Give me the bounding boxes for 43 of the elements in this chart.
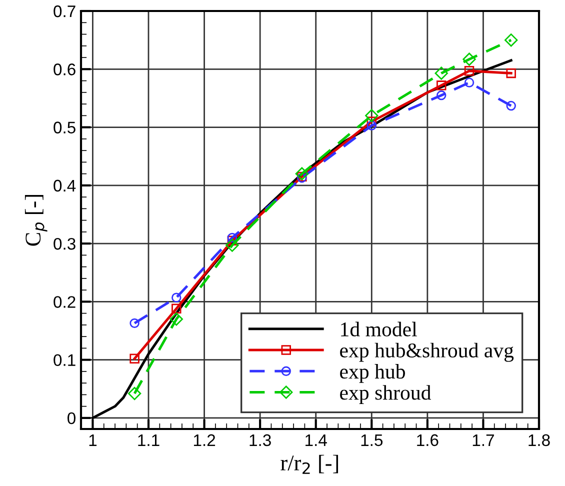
- x-tick-label: 1: [89, 434, 97, 446]
- x-tick-label: 1.7: [472, 434, 494, 446]
- point: [504, 33, 518, 47]
- x-tick-label: 1.5: [361, 434, 383, 446]
- point: [226, 238, 239, 252]
- x-tick-label: 1.6: [417, 434, 438, 446]
- legend-label: exp hub&shroud avg: [340, 342, 514, 362]
- point: [295, 167, 308, 180]
- point: [128, 386, 142, 400]
- y-tick-label: 0.6: [54, 64, 76, 76]
- x-tick-label: 1.4: [306, 434, 327, 446]
- x-tick-label: 1.1: [138, 434, 160, 446]
- point: [506, 68, 516, 78]
- point: [464, 66, 474, 76]
- point: [464, 78, 474, 88]
- point: [366, 120, 377, 130]
- point: [462, 52, 476, 66]
- x-axis-title: r/r$_{2}$ [-]: [280, 454, 338, 474]
- point: [436, 90, 446, 100]
- y-tick-label: 0.7: [54, 5, 76, 18]
- point: [506, 100, 516, 111]
- point: [227, 232, 238, 243]
- y-tick-label: 0.2: [54, 296, 76, 308]
- y-tick-label: 0.4: [54, 180, 76, 192]
- point: [130, 354, 140, 364]
- legend-label: 1d model: [341, 322, 417, 336]
- point: [434, 66, 448, 80]
- y-axis-title: C$_{p}$ [-]: [24, 195, 48, 246]
- y-tick-label: 0.3: [54, 238, 76, 250]
- x-tick-label: 1.8: [528, 434, 550, 446]
- legend-label: exp shroud: [340, 385, 431, 404]
- point: [170, 312, 183, 326]
- point: [436, 80, 446, 90]
- legend-label: exp hub: [340, 364, 405, 383]
- x-tick-label: 1.3: [250, 434, 271, 446]
- point: [365, 109, 378, 122]
- y-tick-label: 0.5: [54, 122, 76, 134]
- point: [130, 318, 140, 328]
- x-tick-label: 1.2: [194, 434, 216, 446]
- point: [172, 304, 182, 314]
- point: [172, 292, 182, 302]
- y-tick-label: 0: [68, 412, 76, 424]
- y-tick-label: 0.1: [54, 354, 76, 366]
